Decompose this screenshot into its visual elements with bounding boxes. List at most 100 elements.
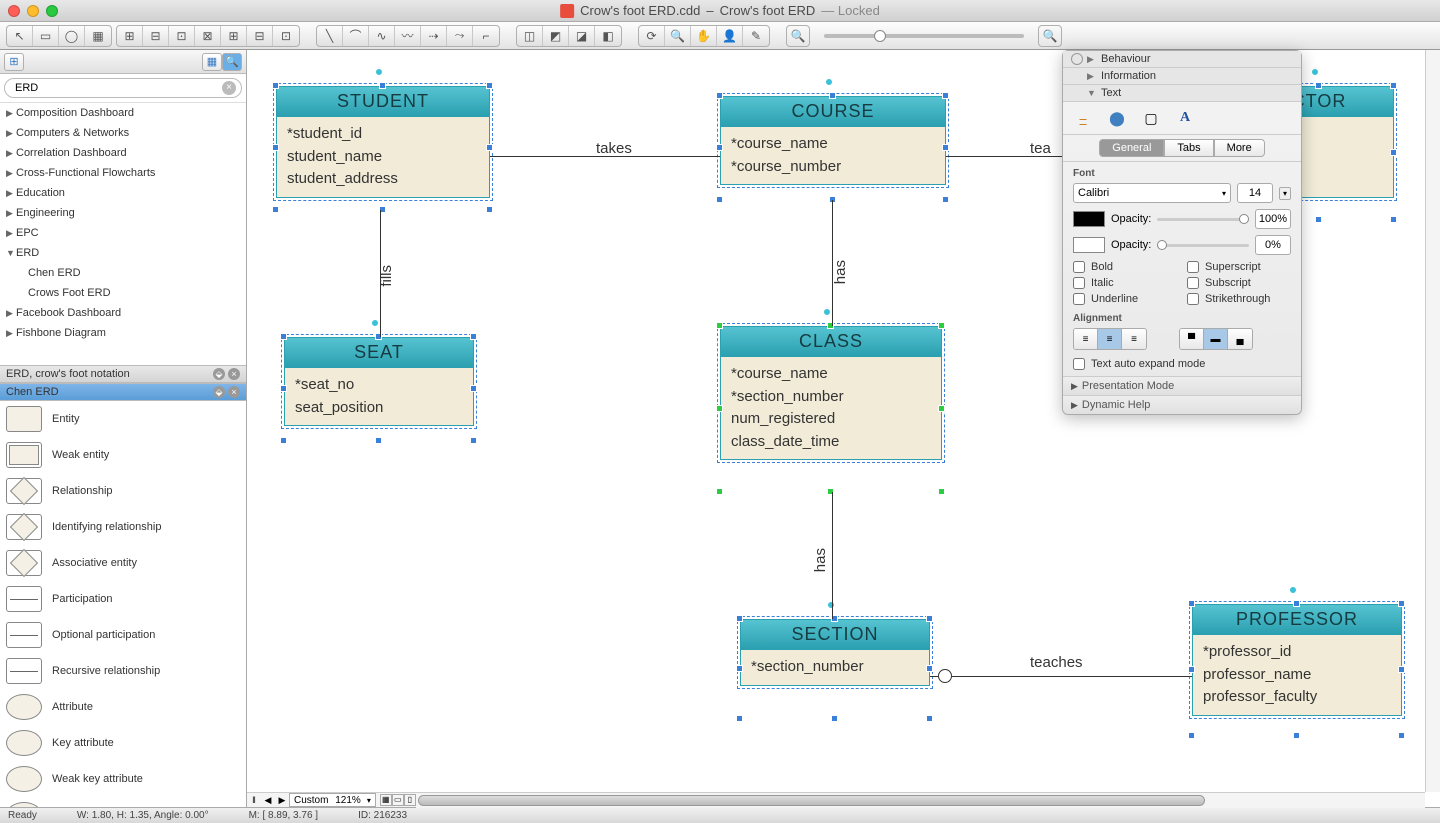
selection-handle[interactable] xyxy=(736,615,743,622)
refresh-tool[interactable]: ⟳ xyxy=(639,26,665,46)
style-check[interactable]: Bold xyxy=(1073,261,1177,273)
shape-item[interactable]: Key attribute xyxy=(0,725,246,761)
selection-handle[interactable] xyxy=(926,615,933,622)
font-size-input[interactable]: 14 xyxy=(1237,183,1273,203)
selection-handle[interactable] xyxy=(486,206,493,213)
smart-connector-tool[interactable]: ⤳ xyxy=(447,26,473,46)
presentation-mode-row[interactable]: ▶Presentation Mode xyxy=(1063,376,1301,395)
tree-item[interactable]: ▶Engineering xyxy=(0,203,246,223)
style-check[interactable]: Underline xyxy=(1073,293,1177,305)
entity-section[interactable]: SECTION*section_number xyxy=(740,619,930,686)
underline-color-icon[interactable]: ⎯ xyxy=(1071,106,1095,130)
tree-item-child[interactable]: Chen ERD xyxy=(0,263,246,283)
eyedropper-tool[interactable]: ✎ xyxy=(743,26,769,46)
shape-item[interactable]: Recursive relationship xyxy=(0,653,246,689)
align-right[interactable]: ≡ xyxy=(1122,329,1146,349)
rotation-handle[interactable] xyxy=(1311,68,1319,76)
selection-handle[interactable] xyxy=(470,333,477,340)
tree-item[interactable]: ▼ERD xyxy=(0,243,246,263)
tree-item-child[interactable]: Crows Foot ERD xyxy=(0,283,246,303)
selection-handle[interactable] xyxy=(1188,600,1195,607)
shape-item[interactable]: Participation xyxy=(0,581,246,617)
hand-tool[interactable]: ✋ xyxy=(691,26,717,46)
box-icon[interactable]: ▢ xyxy=(1139,106,1163,130)
grid-view-icon[interactable]: ▦ xyxy=(202,53,222,71)
entity-professor[interactable]: PROFESSOR*professor_idprofessor_nameprof… xyxy=(1192,604,1402,716)
selection-handle[interactable] xyxy=(1398,732,1405,739)
tab-more[interactable]: More xyxy=(1214,139,1265,157)
shape-item[interactable]: Entity xyxy=(0,401,246,437)
text-tool[interactable]: ▦ xyxy=(85,26,111,46)
style-check[interactable]: Italic xyxy=(1073,277,1177,289)
tree-item[interactable]: ▶EPC xyxy=(0,223,246,243)
selection-handle[interactable] xyxy=(736,715,743,722)
shape-item[interactable]: Attribute xyxy=(0,689,246,725)
selection-handle[interactable] xyxy=(379,82,386,89)
selection-handle[interactable] xyxy=(926,665,933,672)
tree-item[interactable]: ▶Facebook Dashboard xyxy=(0,303,246,323)
selection-handle[interactable] xyxy=(942,196,949,203)
bezier-tool[interactable]: ∿ xyxy=(369,26,395,46)
font-family-select[interactable]: Calibri▾ xyxy=(1073,183,1231,203)
tab-tabs[interactable]: Tabs xyxy=(1164,139,1213,157)
arc-tool[interactable]: ⌒ xyxy=(343,26,369,46)
close-button[interactable] xyxy=(8,5,20,17)
tab-general[interactable]: General xyxy=(1099,139,1164,157)
align-tool[interactable]: ⊡ xyxy=(169,26,195,46)
clear-search-icon[interactable]: × xyxy=(222,81,236,95)
selection-handle[interactable] xyxy=(280,437,287,444)
chart-tool-1[interactable]: ◫ xyxy=(517,26,543,46)
selection-handle[interactable] xyxy=(1390,149,1397,156)
font-icon[interactable]: A xyxy=(1173,106,1197,130)
opacity-slider-2[interactable] xyxy=(1157,244,1249,247)
ellipse-tool[interactable]: ◯ xyxy=(59,26,85,46)
horizontal-scrollbar[interactable]: ‖ ◀ ▶ Custom 121%▾ ▦ ▭ ▯ xyxy=(247,792,1425,807)
text-color-swatch[interactable] xyxy=(1073,211,1105,227)
rotation-handle[interactable] xyxy=(371,319,379,327)
selection-handle[interactable] xyxy=(716,322,723,329)
opacity-value-1[interactable]: 100% xyxy=(1255,209,1291,229)
opacity-slider-1[interactable] xyxy=(1157,218,1249,221)
pin-icon[interactable]: ⬙ xyxy=(213,386,225,398)
selection-handle[interactable] xyxy=(829,92,836,99)
align-middle[interactable]: ▬ xyxy=(1204,329,1228,349)
tree-item[interactable]: ▶Fishbone Diagram xyxy=(0,323,246,343)
format-tool[interactable]: 👤 xyxy=(717,26,743,46)
connector-line[interactable] xyxy=(832,492,833,619)
align-left[interactable]: ≡ xyxy=(1074,329,1098,349)
zoom-button[interactable] xyxy=(46,5,58,17)
tree-item[interactable]: ▶Cross-Functional Flowcharts xyxy=(0,163,246,183)
tree-item[interactable]: ▶Education xyxy=(0,183,246,203)
align-bottom[interactable]: ▄ xyxy=(1228,329,1252,349)
pointer-tool[interactable]: ↖ xyxy=(7,26,33,46)
selection-handle[interactable] xyxy=(470,385,477,392)
entity-seat[interactable]: SEAT*seat_noseat_position xyxy=(284,337,474,426)
selection-handle[interactable] xyxy=(272,206,279,213)
tree-tool[interactable]: ⊞ xyxy=(117,26,143,46)
selection-handle[interactable] xyxy=(942,144,949,151)
entity-class[interactable]: CLASS*course_name*section_numbernum_regi… xyxy=(720,326,942,460)
selection-handle[interactable] xyxy=(736,665,743,672)
selection-handle[interactable] xyxy=(938,322,945,329)
selection-handle[interactable] xyxy=(1315,82,1322,89)
selection-handle[interactable] xyxy=(375,437,382,444)
style-check[interactable]: Strikethrough xyxy=(1187,293,1291,305)
shape-item[interactable]: Identifying relationship xyxy=(0,509,246,545)
selection-handle[interactable] xyxy=(1188,732,1195,739)
rotation-handle[interactable] xyxy=(827,601,835,609)
selection-handle[interactable] xyxy=(272,144,279,151)
line-tool[interactable]: ╲ xyxy=(317,26,343,46)
selection-handle[interactable] xyxy=(1293,732,1300,739)
align-top[interactable]: ▀ xyxy=(1180,329,1204,349)
rotation-handle[interactable] xyxy=(823,308,831,316)
entity-course[interactable]: COURSE*course_name*course_number xyxy=(720,96,946,185)
pin-icon[interactable]: ⬙ xyxy=(213,368,225,380)
chart-tool-4[interactable]: ◧ xyxy=(595,26,621,46)
distribute-tool[interactable]: ⊠ xyxy=(195,26,221,46)
inspector-section-behaviour[interactable]: ▶Behaviour xyxy=(1063,51,1301,68)
inspector-section-information[interactable]: ▶Information xyxy=(1063,68,1301,85)
library-tab-icon[interactable]: ⊞ xyxy=(4,53,24,71)
zoom-tool[interactable]: 🔍 xyxy=(665,26,691,46)
angle-connector-tool[interactable]: ⌐ xyxy=(473,26,499,46)
selection-handle[interactable] xyxy=(486,82,493,89)
